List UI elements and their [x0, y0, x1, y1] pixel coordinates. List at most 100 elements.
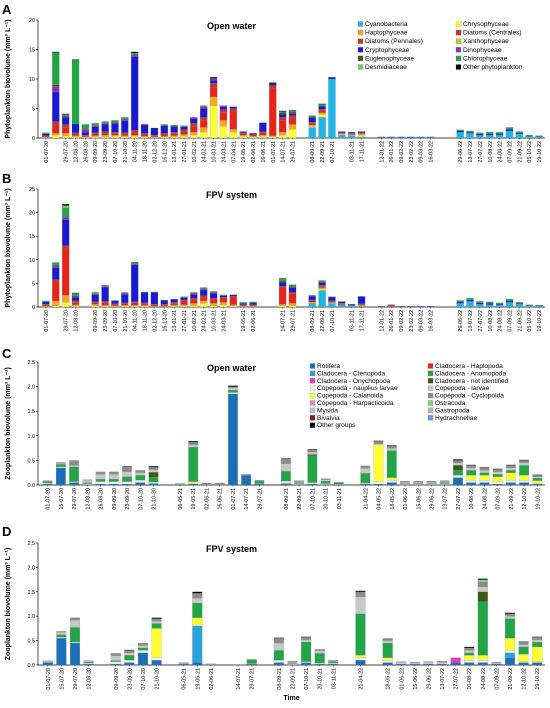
x-tick-label: 09-09-20: [93, 310, 99, 332]
y-tick-label: 2.5: [28, 360, 36, 366]
bar-segment: [246, 659, 257, 664]
bar-segment: [219, 112, 228, 121]
bar-segment: [111, 120, 119, 123]
x-tick-label: 07-10-21: [304, 668, 310, 690]
bar-segment: [426, 480, 437, 483]
bar-segment: [259, 131, 267, 133]
bar-segment: [308, 123, 316, 126]
bar-segment: [83, 661, 94, 663]
bar-segment: [259, 122, 267, 132]
bar-segment: [229, 304, 237, 307]
bar-segment: [518, 654, 529, 662]
x-tick-label: 15-07-20: [59, 488, 65, 510]
bar-segment: [453, 470, 463, 476]
bar-segment: [279, 305, 287, 308]
x-tick-label: 29-07-20: [64, 310, 70, 332]
bar-segment: [532, 639, 543, 643]
bar-segment: [413, 481, 424, 484]
bar-segment: [190, 134, 198, 139]
x-tick-label: 26-08-20: [83, 141, 89, 163]
y-axis-label: Zooplankton biovolume (mm³ L⁻¹): [5, 367, 12, 480]
x-tick-label: 07-09-22: [507, 310, 513, 332]
bar-segment: [495, 133, 504, 136]
legend-label: Other phytoplankton: [463, 64, 523, 71]
bar-segment: [148, 483, 159, 486]
bar-segment: [219, 302, 228, 305]
bar-segment: [219, 295, 228, 298]
bar-segment: [355, 660, 366, 666]
bar-segment: [518, 644, 529, 648]
bar-segment: [101, 287, 109, 302]
bar-segment: [320, 480, 331, 484]
bar-segment: [52, 263, 60, 266]
bar-segment: [456, 301, 464, 304]
bar-segment: [101, 124, 109, 132]
x-tick-label: 09-09-20: [114, 668, 120, 690]
bar-segment: [56, 463, 66, 465]
bar-segment: [273, 642, 284, 651]
bar-segment: [228, 385, 238, 387]
bar-segment: [360, 473, 371, 484]
bar-segment: [170, 303, 178, 306]
bar-segment: [131, 305, 139, 308]
x-tick-label: 21-09-22: [517, 310, 523, 332]
x-tick-label: 02-06-21: [251, 310, 257, 332]
bar-segment: [69, 482, 79, 486]
bar-segment: [56, 634, 67, 638]
bar-segment: [294, 481, 304, 483]
bar-segment: [382, 642, 393, 658]
bar-segment: [464, 652, 475, 656]
legend-label: Copepoda - nauplius larvae: [317, 385, 398, 392]
x-tick-label: 03-11-21: [350, 141, 356, 162]
x-tick-label: 14-07-21: [236, 668, 242, 690]
bar-segment: [83, 661, 94, 664]
bar-segment: [131, 136, 139, 139]
bar-segment: [52, 86, 60, 93]
x-tick-label: 16-12-20: [162, 310, 168, 332]
bar-segment: [180, 136, 188, 139]
bar-segment: [148, 481, 159, 484]
x-tick-label: 24-08-22: [498, 141, 504, 163]
bar-segment: [190, 294, 198, 299]
bar-segment: [355, 596, 366, 614]
bar-segment: [121, 292, 129, 294]
bar-segment: [279, 117, 287, 121]
x-tick-label: 18-05-22: [386, 668, 392, 690]
bar-segment: [52, 267, 60, 280]
bar-segment: [279, 278, 287, 282]
legend-label: Desmidiaceae: [365, 64, 407, 71]
bar-segment: [131, 54, 139, 57]
bar-segment: [314, 650, 325, 654]
x-tick-label: 23-09-20: [103, 310, 109, 332]
bar-segment: [288, 115, 297, 119]
bar-segment: [135, 480, 146, 483]
bar-segment: [91, 123, 99, 126]
x-tick-label: 27-07-22: [456, 488, 462, 510]
bar-segment: [464, 646, 475, 648]
x-tick-label: 01-07-20: [44, 141, 50, 163]
bar-segment: [464, 655, 475, 661]
x-tick-label: 19-05-21: [241, 141, 247, 163]
panel-a: A 0 5 10 15 20 Phytoplankton biovolume (mm³ L⁻…: [2, 2, 545, 163]
bar-segment: [477, 591, 488, 602]
bar-segment: [62, 295, 70, 303]
bar-segment: [515, 133, 523, 139]
x-tick-label: 19-10-22: [535, 488, 541, 510]
bar-segment: [148, 477, 159, 483]
bar-segment: [477, 662, 488, 666]
x-tick-label: 18-11-20: [143, 141, 149, 162]
bar-segment: [200, 127, 208, 133]
legend-swatch: [427, 393, 434, 399]
bar-segment: [386, 445, 397, 449]
bar-segment: [519, 462, 529, 466]
bar-segment: [71, 295, 80, 298]
bar-segment: [281, 483, 291, 486]
bar-segment: [111, 300, 119, 304]
chart-title: FPV system: [206, 544, 257, 554]
bar-segment: [249, 134, 257, 136]
bar-segment: [131, 130, 139, 133]
bar-segment: [382, 640, 393, 644]
bar-segment: [170, 133, 178, 136]
bar-segment: [486, 133, 494, 136]
